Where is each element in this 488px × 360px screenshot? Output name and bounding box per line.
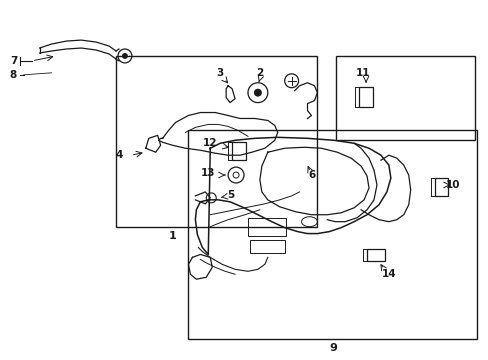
Circle shape: [253, 89, 262, 96]
Text: 1: 1: [168, 230, 176, 240]
Bar: [249, 239, 284, 253]
Bar: [358, 87, 372, 107]
Text: 13: 13: [201, 168, 215, 178]
Text: 6: 6: [308, 170, 315, 180]
Text: 3: 3: [216, 68, 224, 78]
Text: 11: 11: [355, 68, 369, 78]
Text: 5: 5: [227, 190, 234, 200]
Text: 14: 14: [381, 269, 395, 279]
Text: 7: 7: [10, 56, 17, 66]
Bar: [232, 142, 245, 160]
Text: 8: 8: [10, 70, 17, 80]
Text: 9: 9: [328, 343, 336, 353]
Bar: [116, 56, 317, 227]
Text: 12: 12: [203, 138, 217, 148]
Text: 4: 4: [115, 150, 122, 160]
Bar: [434, 178, 447, 196]
Bar: [188, 130, 476, 339]
Bar: [366, 249, 384, 261]
Text: 2: 2: [256, 68, 263, 78]
Circle shape: [122, 53, 128, 59]
Bar: [247, 218, 285, 235]
Bar: [336, 56, 474, 140]
Text: 10: 10: [445, 180, 459, 190]
